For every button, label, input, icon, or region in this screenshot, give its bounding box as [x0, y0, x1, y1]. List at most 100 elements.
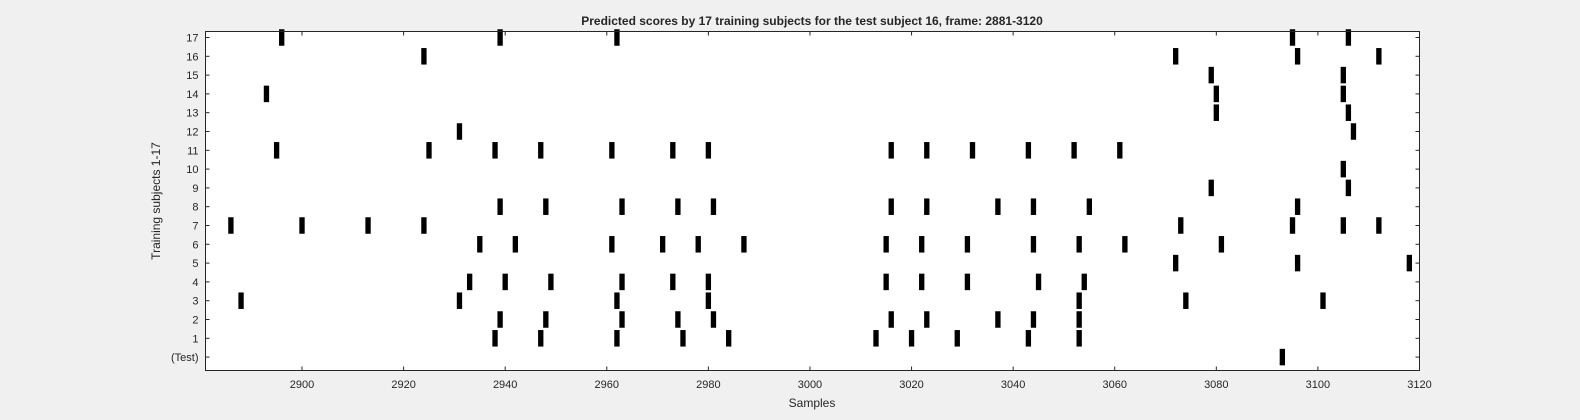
score-mark — [883, 273, 889, 291]
y-tick-label: 10 — [186, 164, 198, 176]
y-tick-label: 8 — [192, 202, 198, 214]
score-mark — [1279, 348, 1286, 366]
score-mark — [619, 273, 625, 291]
score-mark — [421, 217, 427, 234]
score-mark — [873, 330, 879, 347]
score-mark — [888, 142, 894, 159]
score-mark — [659, 236, 666, 253]
score-mark — [1076, 236, 1082, 253]
score-mark — [924, 142, 930, 159]
score-mark — [238, 292, 244, 309]
score-mark — [1076, 311, 1082, 328]
score-mark — [1294, 254, 1301, 272]
y-tick-label: 6 — [192, 239, 198, 251]
y-tick-label: 1 — [192, 333, 198, 345]
score-mark — [888, 198, 894, 215]
x-tick-label: 3080 — [1204, 379, 1228, 391]
y-tick-label: 17 — [186, 33, 198, 45]
score-mark — [695, 236, 701, 253]
score-mark — [1030, 311, 1037, 328]
score-mark — [954, 330, 960, 347]
y-tick-label: 4 — [192, 277, 198, 289]
score-mark — [964, 236, 971, 253]
score-mark — [919, 273, 925, 291]
score-mark — [924, 198, 930, 215]
score-mark — [456, 292, 463, 309]
score-mark — [538, 142, 544, 159]
x-tick-label: 3020 — [899, 379, 923, 391]
score-mark — [1376, 217, 1382, 234]
score-mark — [710, 198, 717, 215]
score-mark — [609, 236, 615, 253]
score-mark — [1173, 48, 1179, 65]
score-mark — [543, 198, 549, 215]
score-mark — [279, 29, 285, 46]
score-mark — [1035, 273, 1042, 291]
score-mark — [1208, 179, 1214, 197]
score-mark — [705, 142, 712, 159]
score-mark — [421, 48, 427, 65]
y-tick-label: (Test) — [171, 352, 199, 364]
score-mark — [969, 142, 976, 159]
plot-area — [205, 31, 1420, 371]
score-mark — [1213, 85, 1219, 103]
score-mark — [1173, 254, 1179, 272]
y-tick-label: 2 — [192, 315, 198, 327]
score-mark — [538, 330, 544, 347]
score-mark — [548, 273, 554, 291]
score-mark — [741, 236, 747, 253]
score-mark — [1345, 179, 1352, 197]
score-mark — [726, 330, 732, 347]
score-mark — [1030, 198, 1037, 215]
score-mark — [883, 236, 889, 253]
y-tick-label: 16 — [186, 51, 198, 63]
score-mark — [273, 142, 280, 159]
score-mark — [1117, 142, 1123, 159]
score-mark — [466, 273, 473, 291]
x-tick-label: 2900 — [290, 379, 314, 391]
score-mark — [1030, 236, 1037, 253]
score-mark — [1345, 104, 1352, 121]
score-mark — [919, 236, 925, 253]
y-tick-label: 9 — [192, 183, 198, 195]
score-mark — [1122, 236, 1128, 253]
score-mark — [1289, 217, 1296, 234]
score-mark — [619, 311, 625, 328]
x-tick-label: 2920 — [391, 379, 415, 391]
x-tick-label: 3120 — [1407, 379, 1431, 391]
score-mark — [1071, 142, 1077, 159]
score-mark — [614, 292, 620, 309]
score-mark — [1294, 198, 1301, 215]
x-axis: 2900 2920 2940 2960 2980 3000 3020 3040 3060 3080… — [290, 31, 1432, 391]
score-mark — [614, 29, 620, 46]
score-mark — [1076, 292, 1082, 309]
score-mark — [1213, 104, 1219, 121]
plot-frame — [205, 31, 1420, 371]
score-mark — [492, 142, 498, 159]
score-mark — [543, 311, 549, 328]
score-mark — [908, 330, 915, 347]
score-mark — [924, 311, 930, 328]
score-mark — [299, 217, 305, 234]
score-mark — [609, 142, 615, 159]
score-mark — [1081, 273, 1087, 291]
score-mark — [964, 273, 971, 291]
score-mark — [263, 85, 270, 103]
score-mark — [1376, 48, 1382, 65]
score-mark — [456, 123, 463, 140]
chart-title: Predicted scores by 17 training subjects… — [581, 14, 1043, 28]
score-mark — [228, 217, 234, 234]
score-mark — [675, 311, 681, 328]
x-tick-label: 2980 — [696, 379, 720, 391]
score-mark — [1076, 330, 1082, 347]
score-mark — [1208, 66, 1214, 84]
score-mark — [1340, 160, 1346, 178]
score-mark — [1086, 198, 1092, 215]
score-mark — [680, 330, 686, 347]
score-mark — [1218, 236, 1225, 253]
y-tick-label: 14 — [186, 89, 198, 101]
y-tick-label: 11 — [187, 145, 198, 157]
y-tick-label: 3 — [192, 296, 198, 308]
x-tick-label: 3040 — [1001, 379, 1025, 391]
